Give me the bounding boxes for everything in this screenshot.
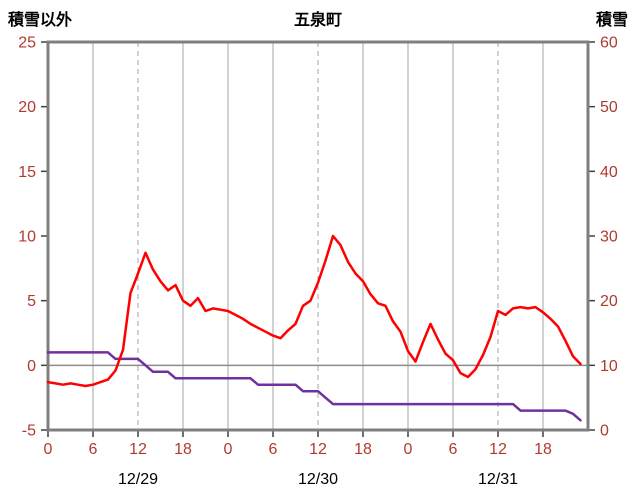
non-snow-red-line xyxy=(46,234,582,388)
left-axis-number: 20 xyxy=(18,99,36,116)
left-axis-number: 0 xyxy=(27,358,36,375)
date-label: 12/31 xyxy=(478,471,518,488)
right-axis-title: 積雪 xyxy=(595,12,628,29)
hour-label: 18 xyxy=(174,441,192,458)
right-axis-number: 20 xyxy=(600,293,618,310)
left-axis-number: 10 xyxy=(18,229,36,246)
right-axis-number: 10 xyxy=(600,358,618,375)
right-axis-number: 30 xyxy=(600,229,618,246)
hour-label: 18 xyxy=(354,441,372,458)
right-axis-number: 0 xyxy=(600,423,609,440)
hour-label: 0 xyxy=(404,441,413,458)
left-axis-title: 積雪以外 xyxy=(8,12,73,29)
snow-depth-purple-line xyxy=(46,351,582,422)
hour-label: 12 xyxy=(489,441,507,458)
hour-label: 12 xyxy=(309,441,327,458)
gridlines xyxy=(48,42,588,430)
right-axis-number: 40 xyxy=(600,164,618,181)
left-axis-number: 25 xyxy=(18,35,36,52)
tick-marks xyxy=(41,41,595,437)
left-axis-number: 5 xyxy=(27,293,36,310)
hour-label: 6 xyxy=(269,441,278,458)
left-axis-number: 15 xyxy=(18,164,36,181)
left-axis-number: -5 xyxy=(22,423,36,440)
hour-label: 6 xyxy=(449,441,458,458)
hour-label: 6 xyxy=(89,441,98,458)
right-axis-number: 60 xyxy=(600,35,618,52)
hour-label: 0 xyxy=(44,441,53,458)
hour-label: 0 xyxy=(224,441,233,458)
chart-title: 五泉町 xyxy=(293,12,342,29)
hour-label: 12 xyxy=(129,441,147,458)
date-label: 12/29 xyxy=(118,471,158,488)
right-axis-number: 50 xyxy=(600,99,618,116)
plot-frame xyxy=(46,40,590,432)
date-label: 12/30 xyxy=(298,471,338,488)
hour-label: 18 xyxy=(534,441,552,458)
